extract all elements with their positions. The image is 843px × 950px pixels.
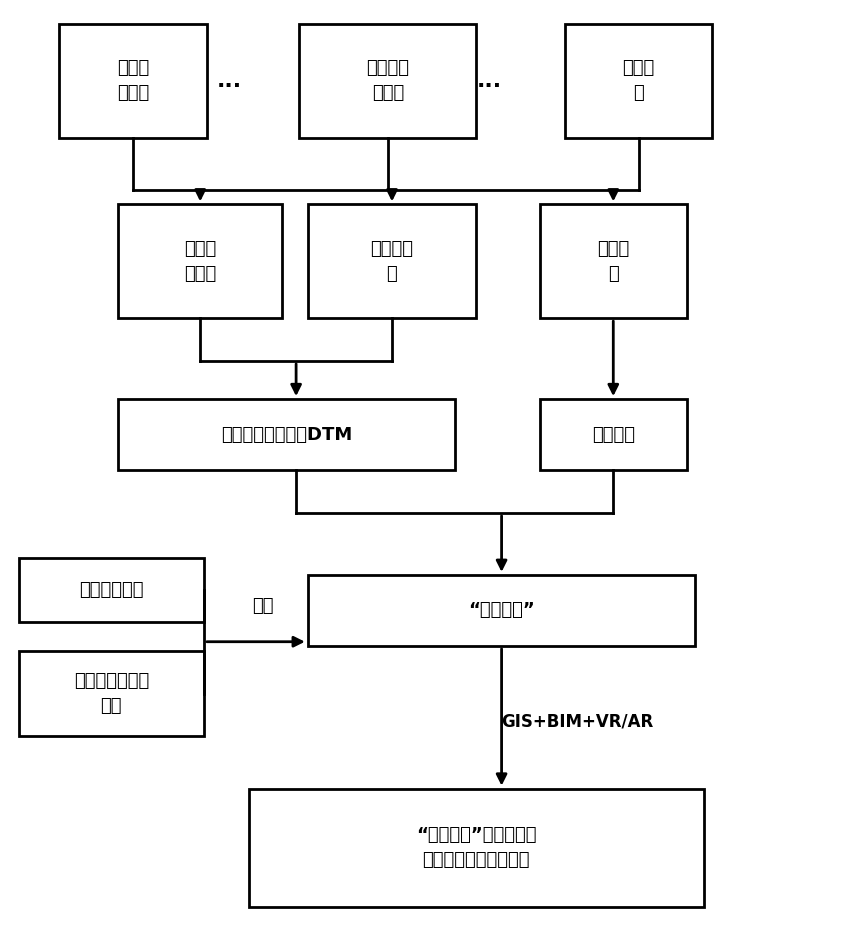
Text: 外部地形改变: 外部地形改变 [79,581,143,598]
FancyBboxPatch shape [19,651,204,736]
Text: ...: ... [476,70,502,91]
FancyBboxPatch shape [299,24,476,138]
FancyBboxPatch shape [118,399,455,470]
FancyBboxPatch shape [540,399,687,470]
Text: 地质信息: 地质信息 [592,426,635,444]
Text: 三维数字地形模型DTM: 三维数字地形模型DTM [221,426,352,444]
Text: 航空摄
影: 航空摄 影 [622,59,655,103]
Text: GIS+BIM+VR/AR: GIS+BIM+VR/AR [502,713,654,731]
FancyBboxPatch shape [118,204,282,318]
Text: 三维影像
图: 三维影像 图 [370,239,414,283]
Text: 地质勘
探: 地质勘 探 [597,239,630,283]
FancyBboxPatch shape [249,788,704,907]
Text: 三维激
光扫描: 三维激 光扫描 [116,59,149,103]
Text: 三维地
形信息: 三维地 形信息 [184,239,217,283]
Text: “映射边坡”: “映射边坡” [468,601,535,619]
FancyBboxPatch shape [540,204,687,318]
FancyBboxPatch shape [308,204,476,318]
Text: ...: ... [217,70,242,91]
Text: 地质信息的深入
揭露: 地质信息的深入 揭露 [73,672,149,715]
Text: 无人机倾
斜摄影: 无人机倾 斜摄影 [366,59,410,103]
FancyBboxPatch shape [565,24,712,138]
FancyBboxPatch shape [59,24,207,138]
FancyBboxPatch shape [308,575,695,646]
FancyBboxPatch shape [19,558,204,622]
Text: “映射边坡”数字模型的
三维可视化现实与查询: “映射边坡”数字模型的 三维可视化现实与查询 [416,826,536,869]
Text: 完善: 完善 [252,598,274,615]
